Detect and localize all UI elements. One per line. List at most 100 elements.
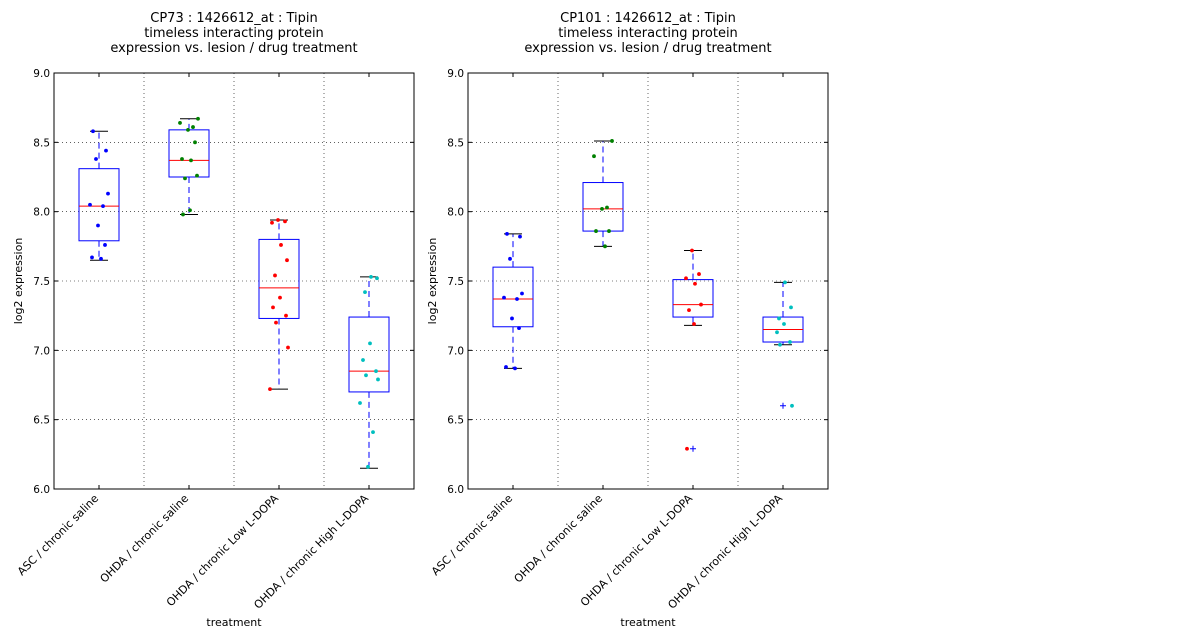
data-point: [790, 403, 794, 408]
chart-title-line: timeless interacting protein: [558, 26, 738, 41]
data-point: [283, 219, 287, 224]
outlier-marker: [690, 445, 696, 452]
y-axis-label: log2 expression: [426, 238, 439, 325]
data-point: [188, 208, 192, 213]
data-point: [515, 297, 519, 301]
y-tick-label: 9.0: [447, 68, 464, 80]
y-tick-label: 6.0: [447, 484, 464, 496]
data-point: [91, 129, 95, 134]
y-axis-label: log2 expression: [12, 238, 25, 325]
data-point: [363, 290, 367, 294]
x-tick-label: OHDA / chronic saline: [512, 492, 606, 586]
data-point: [270, 220, 274, 225]
x-axis-label: treatment: [206, 616, 262, 629]
chart-title-line: expression vs. lesion / drug treatment: [524, 41, 771, 56]
data-point: [788, 340, 792, 344]
data-point: [284, 313, 288, 318]
data-point: [510, 316, 514, 321]
y-tick-label: 8.5: [33, 137, 50, 149]
data-point: [193, 140, 197, 145]
data-point: [520, 291, 524, 296]
data-point: [518, 234, 522, 239]
box-group-2: [168, 116, 210, 217]
data-point: [778, 342, 782, 347]
chart-title-line: expression vs. lesion / drug treatment: [110, 41, 357, 56]
data-point: [375, 276, 379, 281]
data-point: [189, 158, 193, 163]
data-point: [366, 464, 370, 469]
data-point: [789, 305, 793, 310]
chart-title-line: CP73 : 1426612_at : Tipin: [150, 11, 317, 26]
data-point: [505, 231, 509, 236]
data-point: [513, 366, 517, 371]
data-point: [369, 274, 373, 279]
data-point: [517, 326, 521, 331]
data-point: [90, 255, 94, 260]
data-point: [196, 116, 200, 121]
data-point: [699, 302, 703, 307]
data-point: [605, 205, 609, 210]
y-tick-label: 8.0: [447, 207, 464, 219]
data-point: [775, 330, 779, 335]
data-point: [104, 148, 108, 153]
data-point: [508, 256, 512, 261]
data-point: [371, 430, 375, 435]
outlier-marker: [780, 402, 786, 409]
box-group-3: [258, 218, 300, 392]
box-iqr: [582, 182, 624, 232]
data-point: [777, 316, 781, 321]
chart-title-line: timeless interacting protein: [144, 26, 324, 41]
data-point: [782, 322, 786, 326]
x-tick-label: ASC / chronic saline: [429, 492, 515, 578]
data-point: [186, 127, 190, 132]
data-point: [600, 206, 604, 211]
y-tick-label: 8.0: [33, 207, 50, 219]
box-group-4: [762, 280, 804, 409]
data-point: [376, 377, 380, 382]
data-point: [268, 387, 272, 392]
data-point: [181, 212, 185, 217]
data-point: [180, 157, 184, 161]
data-point: [368, 341, 372, 346]
y-tick-label: 8.5: [447, 137, 464, 149]
y-tick-label: 7.5: [447, 276, 464, 288]
data-point: [603, 244, 607, 249]
box-group-4: [348, 274, 390, 469]
data-point: [278, 295, 282, 300]
data-point: [195, 173, 199, 178]
box-group-2: [582, 139, 624, 249]
box-group-3: [672, 248, 714, 452]
data-point: [685, 446, 689, 451]
box-group-1: [492, 231, 534, 371]
data-point: [374, 369, 378, 374]
y-tick-label: 9.0: [33, 68, 50, 80]
y-tick-label: 7.5: [33, 276, 50, 288]
data-point: [178, 121, 182, 125]
data-point: [361, 358, 365, 362]
data-point: [364, 373, 368, 378]
x-tick-label: OHDA / chronic saline: [98, 492, 192, 586]
box-iqr: [672, 279, 714, 318]
grid: [468, 73, 828, 489]
data-point: [610, 139, 614, 143]
data-point: [607, 229, 611, 233]
data-point: [101, 204, 105, 209]
data-point: [99, 256, 103, 261]
data-point: [592, 154, 596, 159]
data-point: [106, 191, 110, 196]
data-point: [684, 276, 688, 281]
grid: [54, 73, 414, 489]
data-point: [279, 243, 283, 247]
data-point: [276, 218, 280, 222]
data-point: [183, 176, 187, 181]
x-tick-label: ASC / chronic saline: [15, 492, 101, 578]
data-point: [697, 272, 701, 276]
data-point: [358, 401, 362, 405]
data-point: [88, 202, 92, 207]
data-point: [271, 305, 275, 310]
y-tick-label: 6.5: [447, 415, 464, 427]
y-tick-label: 6.0: [33, 484, 50, 496]
y-tick-label: 7.0: [33, 345, 50, 357]
